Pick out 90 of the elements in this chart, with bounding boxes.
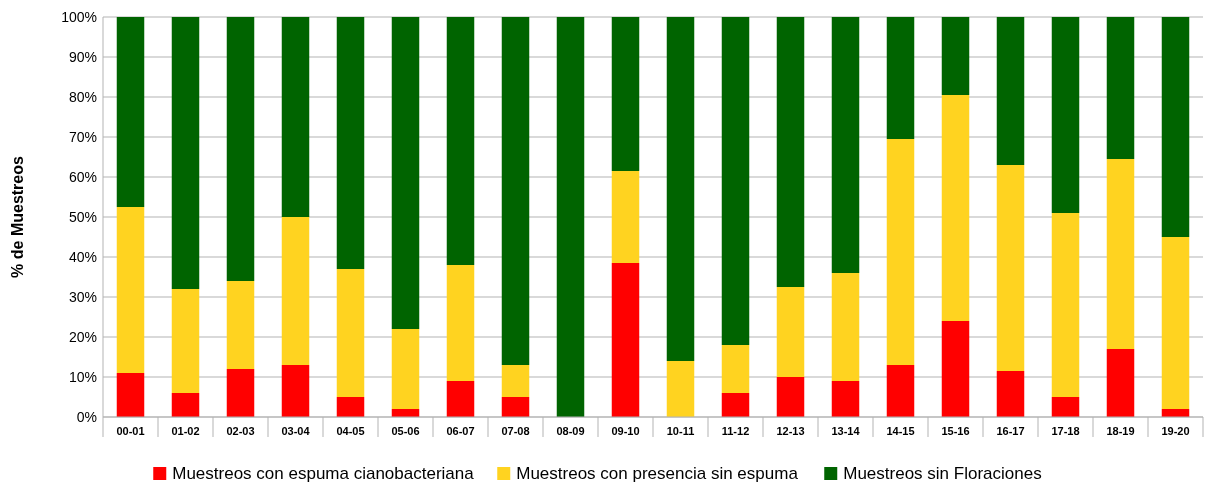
x-tick-label: 03-04 (281, 425, 311, 437)
bar (1106, 159, 1135, 349)
bar (501, 17, 530, 365)
bar (281, 17, 310, 217)
y-tick-label: 100% (61, 8, 97, 25)
y-tick-label: 90% (68, 48, 97, 65)
x-tick-label: 05-06 (391, 425, 420, 437)
x-tick-label: 02-03 (226, 425, 255, 437)
bar (886, 17, 915, 139)
bar (941, 321, 970, 417)
bar (281, 365, 310, 417)
x-tick-label: 17-18 (1051, 425, 1080, 437)
bar (116, 373, 145, 417)
bar (171, 289, 200, 393)
bar (1051, 397, 1080, 417)
bar (391, 329, 420, 409)
x-tick-label: 16-17 (996, 425, 1025, 437)
bar (941, 17, 970, 95)
x-tick-label: 06-07 (446, 425, 475, 437)
bar (666, 17, 695, 361)
bar (776, 377, 805, 417)
y-tick-label: 60% (68, 168, 97, 185)
bar (996, 371, 1025, 417)
bar (831, 17, 860, 273)
bar (611, 171, 640, 263)
x-tick-label: 15-16 (941, 425, 970, 437)
x-tick-label: 18-19 (1106, 425, 1135, 437)
bar (336, 397, 365, 417)
bar (831, 273, 860, 381)
legend-label: Muestreos con espuma cianobacteriana (172, 464, 475, 483)
bar (171, 393, 200, 417)
bar (611, 263, 640, 417)
bar (1051, 213, 1080, 397)
bar (1161, 17, 1190, 237)
bar (666, 361, 695, 417)
bar (1106, 349, 1135, 417)
x-tick-label: 19-20 (1161, 425, 1190, 437)
bar (391, 17, 420, 329)
bar (446, 381, 475, 417)
bar (776, 17, 805, 287)
x-tick-label: 07-08 (501, 425, 530, 437)
x-tick-label: 11-12 (721, 425, 750, 437)
x-tick-label: 10-11 (666, 425, 695, 437)
y-tick-label: 50% (68, 208, 97, 225)
bar (446, 17, 475, 265)
bar (226, 281, 255, 369)
y-tick-label: 20% (68, 328, 97, 345)
bar (116, 207, 145, 373)
x-tick-label: 08-09 (556, 425, 585, 437)
bar (1161, 237, 1190, 409)
y-tick-label: 0% (76, 408, 97, 425)
bar (721, 393, 750, 417)
bar (996, 17, 1025, 165)
bar (776, 287, 805, 377)
y-tick-label: 30% (68, 288, 97, 305)
legend-label: Muestreos sin Floraciones (843, 464, 1042, 483)
bar (721, 17, 750, 345)
legend-label: Muestreos con presencia sin espuma (516, 464, 799, 483)
bar (226, 17, 255, 281)
bar (171, 17, 200, 289)
bar (611, 17, 640, 171)
bar (336, 269, 365, 397)
y-tick-label: 70% (68, 128, 97, 145)
bar (996, 165, 1025, 371)
bar (886, 365, 915, 417)
x-tick-label: 14-15 (886, 425, 915, 437)
bar (1051, 17, 1080, 213)
bar (831, 381, 860, 417)
bar (721, 345, 750, 393)
bar (501, 365, 530, 397)
y-tick-label: 40% (68, 248, 97, 265)
bar (1106, 17, 1135, 159)
bar (886, 139, 915, 365)
y-axis-title: % de Muestreos (9, 155, 26, 278)
bar (281, 217, 310, 365)
bar (501, 397, 530, 417)
bar (556, 17, 585, 417)
bar (226, 369, 255, 417)
x-tick-label: 01-02 (171, 425, 200, 437)
bar (941, 95, 970, 321)
x-tick-label: 04-05 (336, 425, 365, 437)
bar (336, 17, 365, 269)
x-tick-label: 13-14 (831, 425, 861, 437)
x-tick-label: 09-10 (611, 425, 640, 437)
bar (446, 265, 475, 381)
x-tick-label: 12-13 (776, 425, 805, 437)
x-tick-label: 00-01 (116, 425, 145, 437)
y-tick-label: 80% (68, 88, 97, 105)
bar (116, 17, 145, 207)
y-tick-label: 10% (68, 368, 97, 385)
